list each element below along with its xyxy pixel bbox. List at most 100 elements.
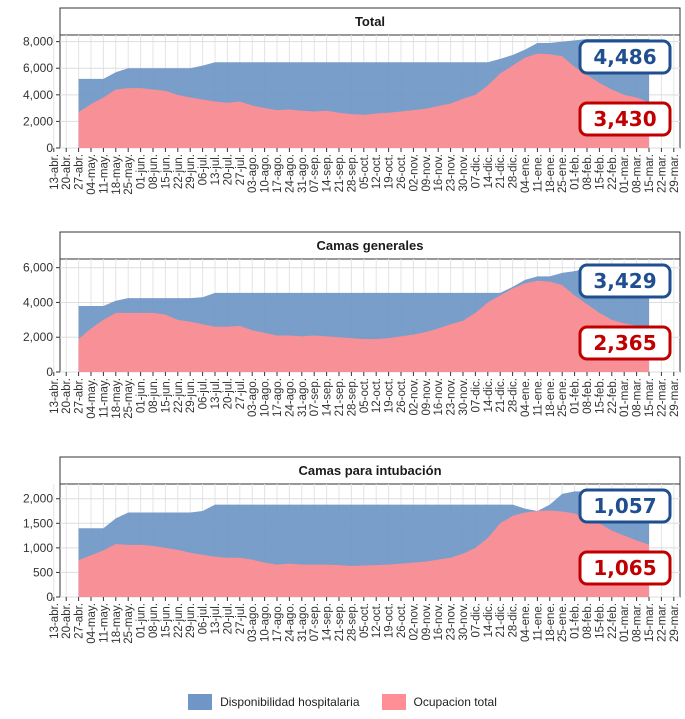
panel3-xtick-label: 03-ago. bbox=[247, 603, 259, 642]
panel1-xtick-label: 13-jul. bbox=[210, 154, 222, 185]
legend-item-ocupacion: Ocupacion total bbox=[381, 694, 497, 710]
panel2-xtick-label: 04-may. bbox=[86, 378, 98, 419]
panel1-xtick-label: 20-abr. bbox=[61, 154, 73, 190]
panel3-xtick-label: 18-may. bbox=[111, 603, 123, 644]
panel2-xtick-label: 18-ene. bbox=[545, 378, 557, 417]
panel3-xtick-label: 08-feb. bbox=[582, 603, 594, 639]
panel2-xtick-label: 25-may. bbox=[123, 378, 135, 419]
panel3-ytick-label: 0 bbox=[46, 590, 53, 604]
panel3-xtick-label: 11-may. bbox=[98, 603, 110, 643]
panel3-xtick-label: 20-jul. bbox=[222, 603, 234, 634]
panel2-xtick-label: 01-mar. bbox=[619, 378, 631, 417]
panel2-callout-disponibilidad: 3,429 bbox=[593, 269, 656, 293]
panel2-xtick-label: 28-dic. bbox=[508, 378, 520, 413]
panel3-xtick-label: 15-jun. bbox=[160, 603, 172, 638]
panel3-xtick-label: 13-abr. bbox=[49, 603, 61, 639]
panel3-xtick-label: 29-jun. bbox=[185, 603, 197, 638]
panel1-xtick-label: 27-abr. bbox=[74, 154, 86, 190]
panel2-xtick-label: 01-feb. bbox=[570, 378, 582, 414]
panel1-xtick-label: 25-ene. bbox=[557, 154, 569, 193]
panel1-xtick-label: 07-dic. bbox=[470, 154, 482, 189]
panel1-xtick-label: 08-jun. bbox=[148, 154, 160, 189]
panel2-xtick-label: 24-ago. bbox=[284, 378, 296, 417]
panel2-xtick-label: 04-ene. bbox=[520, 378, 532, 417]
panel2-callout-ocupacion-box bbox=[578, 325, 672, 361]
panel2-xtick-label: 06-jul. bbox=[198, 378, 210, 409]
panel3-xtick-label: 21-dic. bbox=[495, 603, 507, 638]
panel1-xtick-label: 22-jun. bbox=[173, 154, 185, 189]
panel2-xtick-label: 05-oct. bbox=[359, 378, 371, 413]
panel1-xtick-label: 15-jun. bbox=[160, 154, 172, 189]
panel1-title: Total bbox=[355, 14, 385, 29]
panel2-xtick-label: 03-ago. bbox=[247, 378, 259, 417]
panel3-title: Camas para intubación bbox=[298, 463, 441, 478]
panel2-xtick-label: 09-nov. bbox=[421, 378, 433, 416]
panel2-xtick-label: 08-mar. bbox=[632, 378, 644, 417]
panel2-xtick-label: 29-jun. bbox=[185, 378, 197, 413]
panel2-xtick-label: 11-ene. bbox=[532, 378, 544, 416]
panel1-xtick-label: 25-may. bbox=[123, 154, 135, 195]
panel1-xtick-label: 07-sep. bbox=[309, 154, 321, 192]
panel3-xtick-label: 14-sep. bbox=[322, 603, 334, 641]
panel3-xtick-label: 30-nov. bbox=[458, 603, 470, 641]
panel2-xtick-label: 07-sep. bbox=[309, 378, 321, 416]
panel3-xtick-label: 16-nov. bbox=[433, 603, 445, 641]
panel1-xtick-label: 11-ene. bbox=[532, 154, 544, 192]
panel3-xtick-label: 11-ene. bbox=[532, 603, 544, 641]
panel3-xtick-label: 09-nov. bbox=[421, 603, 433, 641]
panel3-xtick-label: 15-mar. bbox=[644, 603, 656, 642]
panel2-callout-disponibilidad-box bbox=[578, 263, 672, 299]
panel2-xtick-label: 15-feb. bbox=[594, 378, 606, 414]
panel1-xtick-label: 20-jul. bbox=[222, 154, 234, 185]
panel3-callout-ocupacion-box bbox=[578, 550, 672, 586]
panel2-xtick-label: 08-feb. bbox=[582, 378, 594, 414]
panel1-xtick-label: 21-sep. bbox=[334, 154, 346, 192]
panel3-xtick-label: 25-may. bbox=[123, 603, 135, 644]
panel3-xtick-label: 25-ene. bbox=[557, 603, 569, 642]
legend-label-disponibilidad: Disponibilidad hospitalaria bbox=[220, 695, 360, 709]
panel3-xtick-label: 27-abr. bbox=[74, 603, 86, 639]
panel3-xtick-label: 22-jun. bbox=[173, 603, 185, 638]
panel3-xtick-label: 19-oct. bbox=[384, 603, 396, 638]
panel2-ytick-label: 2,000 bbox=[23, 330, 53, 344]
panel3-xtick-label: 14-dic. bbox=[483, 603, 495, 638]
panel1-xtick-label: 04-ene. bbox=[520, 154, 532, 193]
panel3-xtick-label: 18-ene. bbox=[545, 603, 557, 642]
panel3-xtick-label: 24-ago. bbox=[284, 603, 296, 642]
panel2-xtick-label: 23-nov. bbox=[446, 378, 458, 416]
panel3-ytick-label: 1,500 bbox=[23, 516, 53, 530]
panel1-xtick-label: 23-nov. bbox=[446, 154, 458, 192]
panel1-xtick-label: 01-jun. bbox=[136, 154, 148, 189]
panel1-xtick-label: 21-dic. bbox=[495, 154, 507, 189]
panel2-xtick-label: 12-oct. bbox=[371, 378, 383, 413]
panel1-xtick-label: 22-mar. bbox=[656, 154, 668, 193]
panel2-xtick-label: 27-abr. bbox=[74, 378, 86, 414]
panel2-xtick-label: 01-jun. bbox=[136, 378, 148, 413]
panel1-xtick-label: 01-mar. bbox=[619, 154, 631, 193]
legend-item-disponibilidad: Disponibilidad hospitalaria bbox=[188, 694, 360, 710]
panel2-xtick-label: 11-may. bbox=[98, 378, 110, 418]
panel2-xtick-label: 25-ene. bbox=[557, 378, 569, 417]
panel3-callout-disponibilidad-box bbox=[578, 488, 672, 524]
panel2-xtick-label: 21-dic. bbox=[495, 378, 507, 413]
panel2-xtick-label: 20-abr. bbox=[61, 378, 73, 414]
panel2-xtick-label: 13-jul. bbox=[210, 378, 222, 409]
panel1-xtick-label: 18-may. bbox=[111, 154, 123, 195]
panel3-xtick-label: 01-feb. bbox=[570, 603, 582, 639]
panel1-xtick-label: 27-jul. bbox=[235, 154, 247, 185]
panel3-xtick-label: 28-sep. bbox=[346, 603, 358, 641]
panel2-xtick-label: 14-dic. bbox=[483, 378, 495, 413]
panel1-xtick-label: 13-abr. bbox=[49, 154, 61, 190]
panel2-ytick-label: 4,000 bbox=[23, 295, 53, 309]
panel2-area-ocupacion bbox=[78, 280, 650, 372]
panel1-xtick-label: 01-feb. bbox=[570, 154, 582, 190]
panel2-ytick-label: 6,000 bbox=[23, 261, 53, 275]
legend: Disponibilidad hospitalaria Ocupacion to… bbox=[0, 690, 685, 714]
panel1-xtick-label: 30-nov. bbox=[458, 154, 470, 192]
panel1-xtick-label: 22-feb. bbox=[607, 154, 619, 190]
panel2-xtick-label: 16-nov. bbox=[433, 378, 445, 416]
panel1-xtick-label: 14-dic. bbox=[483, 154, 495, 189]
panel1-ytick-label: 2,000 bbox=[23, 114, 53, 128]
panel3-area-ocupacion bbox=[78, 510, 650, 597]
